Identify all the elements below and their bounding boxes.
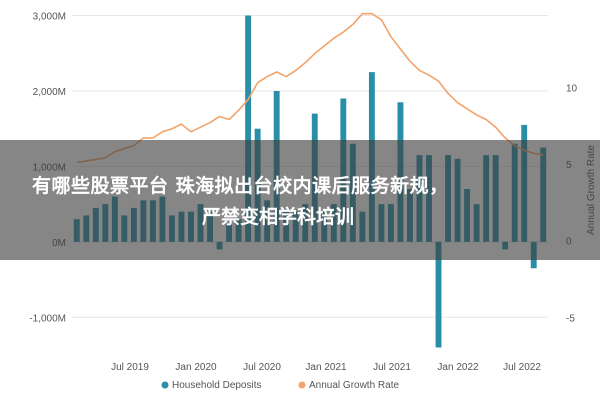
x-tick-label: Jul 2019: [111, 362, 149, 373]
y-left-tick-label: -1,000M: [29, 313, 66, 324]
y-left-tick-label: 3,000M: [33, 12, 66, 23]
household-deposits-bar: [245, 15, 252, 242]
x-tick-label: Jan 2021: [305, 362, 347, 373]
legend-label-deposits: Household Deposits: [172, 380, 262, 391]
household-deposits-bar: [435, 241, 442, 348]
x-tick-label: Jan 2022: [437, 362, 479, 373]
headline-overlay: 有哪些股票平台 珠海拟出台校内课后服务新规， 严禁变相学科培训: [0, 140, 600, 260]
x-tick-label: Jan 2020: [175, 362, 217, 373]
headline-line-2: 严禁变相学科培训: [202, 206, 355, 228]
x-tick-label: Jul 2020: [243, 362, 281, 373]
legend-marker-deposits: [161, 381, 169, 389]
x-tick-label: Jul 2021: [373, 362, 411, 373]
y-left-tick-label: 2,000M: [33, 87, 66, 98]
legend-label-growth: Annual Growth Rate: [309, 380, 399, 391]
y-right-tick-label: 10: [566, 83, 578, 94]
headline-line-1: 有哪些股票平台 珠海拟出台校内课后服务新规，: [32, 175, 449, 197]
legend-marker-growth: [298, 381, 306, 389]
annual-growth-rate-line: [76, 12, 544, 164]
y-right-tick-label: -5: [566, 313, 575, 324]
x-tick-label: Jul 2022: [503, 362, 541, 373]
